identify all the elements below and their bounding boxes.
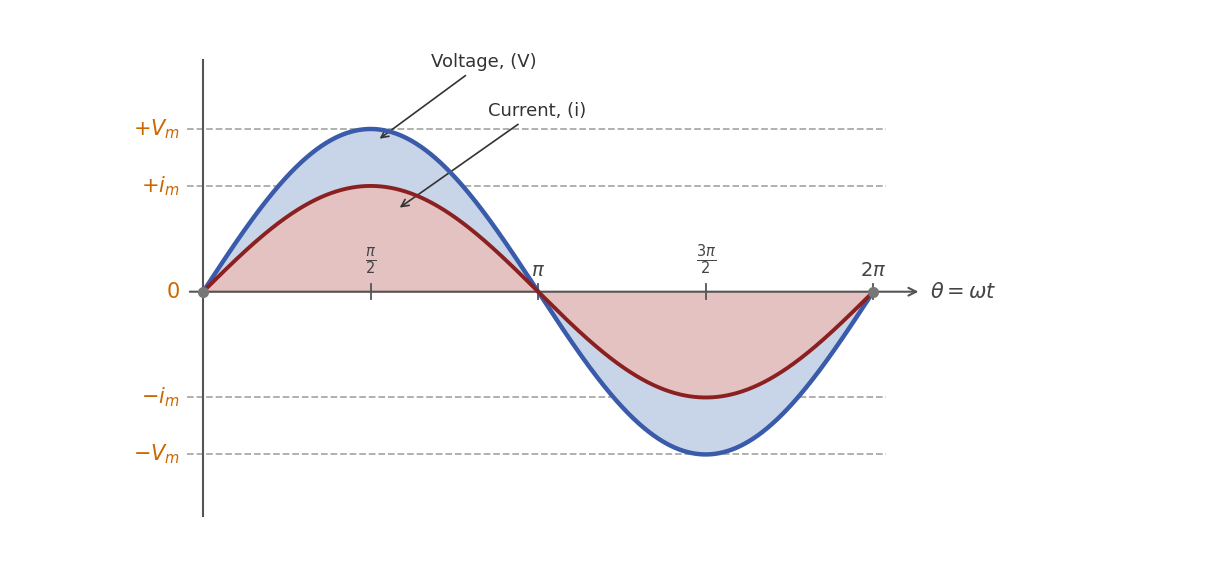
Text: $2\pi$: $2\pi$ [860,261,886,280]
Text: $\frac{3\pi}{2}$: $\frac{3\pi}{2}$ [695,243,716,277]
Text: $-i_m$: $-i_m$ [141,386,180,409]
Text: Voltage, (V): Voltage, (V) [381,53,536,138]
Text: $\pi$: $\pi$ [532,261,545,280]
Text: $+V_m$: $+V_m$ [133,117,180,141]
Text: $0$: $0$ [166,281,180,302]
Text: $+i_m$: $+i_m$ [141,174,180,198]
Text: $\frac{\pi}{2}$: $\frac{\pi}{2}$ [365,246,376,277]
Text: $-V_m$: $-V_m$ [133,443,180,466]
Text: $\theta = \omega t$: $\theta = \omega t$ [930,281,996,302]
Text: Current, (i): Current, (i) [401,102,587,206]
